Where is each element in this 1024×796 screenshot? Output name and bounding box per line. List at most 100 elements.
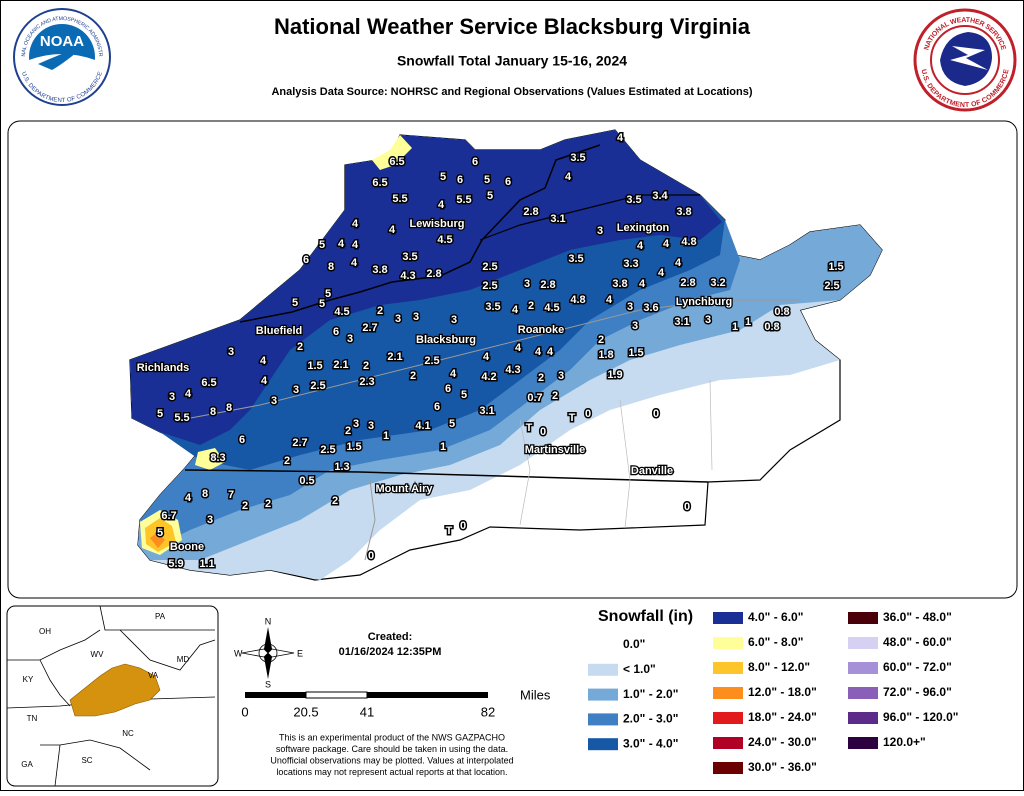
station-value: 4 [351, 257, 358, 269]
station-value: 6.5 [372, 177, 387, 189]
station-value: 8 [210, 406, 216, 418]
station-value: 2.1 [333, 359, 348, 371]
station-value: 4 [658, 267, 665, 279]
scale-tick-label: 20.5 [293, 704, 318, 719]
station-value: 1 [383, 430, 389, 442]
station-value: 0.8 [774, 306, 789, 318]
legend-label: 96.0" - 120.0" [883, 710, 958, 724]
legend-label: 2.0" - 3.0" [623, 712, 678, 726]
city-label: Boone [170, 541, 204, 553]
city-label: Martinsville [525, 444, 586, 456]
station-value: 3.4 [652, 190, 668, 202]
station-value: 4 [663, 238, 670, 250]
station-value: 2.8 [540, 279, 555, 291]
legend-swatch [848, 687, 878, 699]
station-value: 0 [540, 426, 546, 438]
scale-unit: Miles [520, 687, 551, 702]
station-value: 3 [627, 301, 633, 313]
state-label: NC [122, 729, 134, 738]
city-label: Danville [631, 465, 673, 477]
legend-swatch [848, 662, 878, 674]
scale-tick-label: 41 [360, 704, 374, 719]
state-label: SC [81, 756, 92, 765]
station-value: 1 [745, 316, 751, 328]
legend-label: 120.0+" [883, 735, 926, 749]
station-value: 4 [438, 199, 445, 211]
station-value: 2.5 [320, 444, 335, 456]
station-value: 8 [202, 488, 208, 500]
station-value: 5 [484, 174, 490, 186]
station-value: 3 [597, 225, 603, 237]
station-value: 6 [457, 174, 463, 186]
station-value: 2 [552, 390, 558, 402]
station-value: 4 [512, 304, 519, 316]
station-value: 4 [637, 240, 644, 252]
station-value: 3 [293, 384, 299, 396]
legend-label: 0.0" [623, 637, 645, 651]
station-value: 2.1 [387, 351, 402, 363]
station-value: 4 [547, 346, 554, 358]
station-value: 6 [333, 326, 339, 338]
compass-w: W [234, 648, 243, 658]
station-value: 3.8 [676, 206, 691, 218]
disclaimer-line: Unofficial observations may be plotted. … [270, 755, 513, 765]
city-label: Richlands [137, 362, 190, 374]
station-value: 4 [535, 346, 542, 358]
legend-swatch [713, 662, 743, 674]
state-label: VA [148, 671, 159, 680]
station-value: 3.1 [550, 213, 565, 225]
station-value: 4 [185, 388, 192, 400]
station-value: 8 [328, 261, 334, 273]
station-value: 2.5 [482, 280, 497, 292]
station-value: 4.2 [481, 371, 496, 383]
legend-title: Snowfall (in) [598, 608, 693, 625]
boundary-line [184, 469, 709, 483]
station-value: 6 [303, 254, 309, 266]
station-value: 2.3 [359, 376, 374, 388]
station-value: 1.5 [346, 441, 361, 453]
county-line [519, 419, 531, 526]
river-line [364, 479, 376, 561]
station-value: 2 [410, 370, 416, 382]
city-label: Roanoke [518, 324, 564, 336]
station-value: 4 [515, 342, 522, 354]
station-value: 4.5 [334, 306, 349, 318]
legend-swatch [588, 663, 618, 676]
station-value: 2 [377, 305, 383, 317]
station-value: 2 [297, 341, 303, 353]
station-value: 4.1 [415, 420, 430, 432]
scale-tick-label: 82 [481, 704, 495, 719]
legend-swatch [713, 712, 743, 724]
station-value: 4.5 [437, 234, 452, 246]
station-value: 3 [368, 420, 374, 432]
subtitle: Snowfall Total January 15-16, 2024 [397, 53, 627, 69]
station-value: 2.8 [426, 268, 441, 280]
station-value: 3 [353, 418, 359, 430]
title: National Weather Service Blacksburg Virg… [274, 14, 751, 39]
county-line [709, 379, 713, 471]
station-value: 2 [242, 500, 248, 512]
boundary-line [479, 194, 700, 241]
station-value: 2 [538, 372, 544, 384]
state-label: WV [91, 650, 105, 659]
station-value: 0.5 [299, 475, 314, 487]
station-value: 4 [352, 239, 359, 251]
source: Analysis Data Source: NOHRSC and Regiona… [271, 86, 752, 98]
station-value: 3.1 [674, 316, 689, 328]
station-value: 6.7 [161, 510, 176, 522]
station-value: 1.5 [628, 347, 643, 359]
legend-swatch [713, 762, 743, 774]
station-value: 1.5 [828, 261, 843, 273]
legend-label: 1.0" - 2.0" [623, 687, 678, 701]
station-value: 2 [284, 455, 290, 467]
legend-swatch [713, 687, 743, 699]
station-value: 2.7 [362, 322, 377, 334]
station-value: 3.2 [710, 277, 725, 289]
noaa-name: NOAA [40, 33, 84, 50]
station-value: 6 [434, 401, 440, 413]
station-value: 0 [684, 501, 690, 513]
station-value: 3 [451, 314, 457, 326]
station-value: 3.5 [485, 301, 500, 313]
station-value: 4 [606, 294, 613, 306]
station-value: 2.8 [523, 206, 538, 218]
